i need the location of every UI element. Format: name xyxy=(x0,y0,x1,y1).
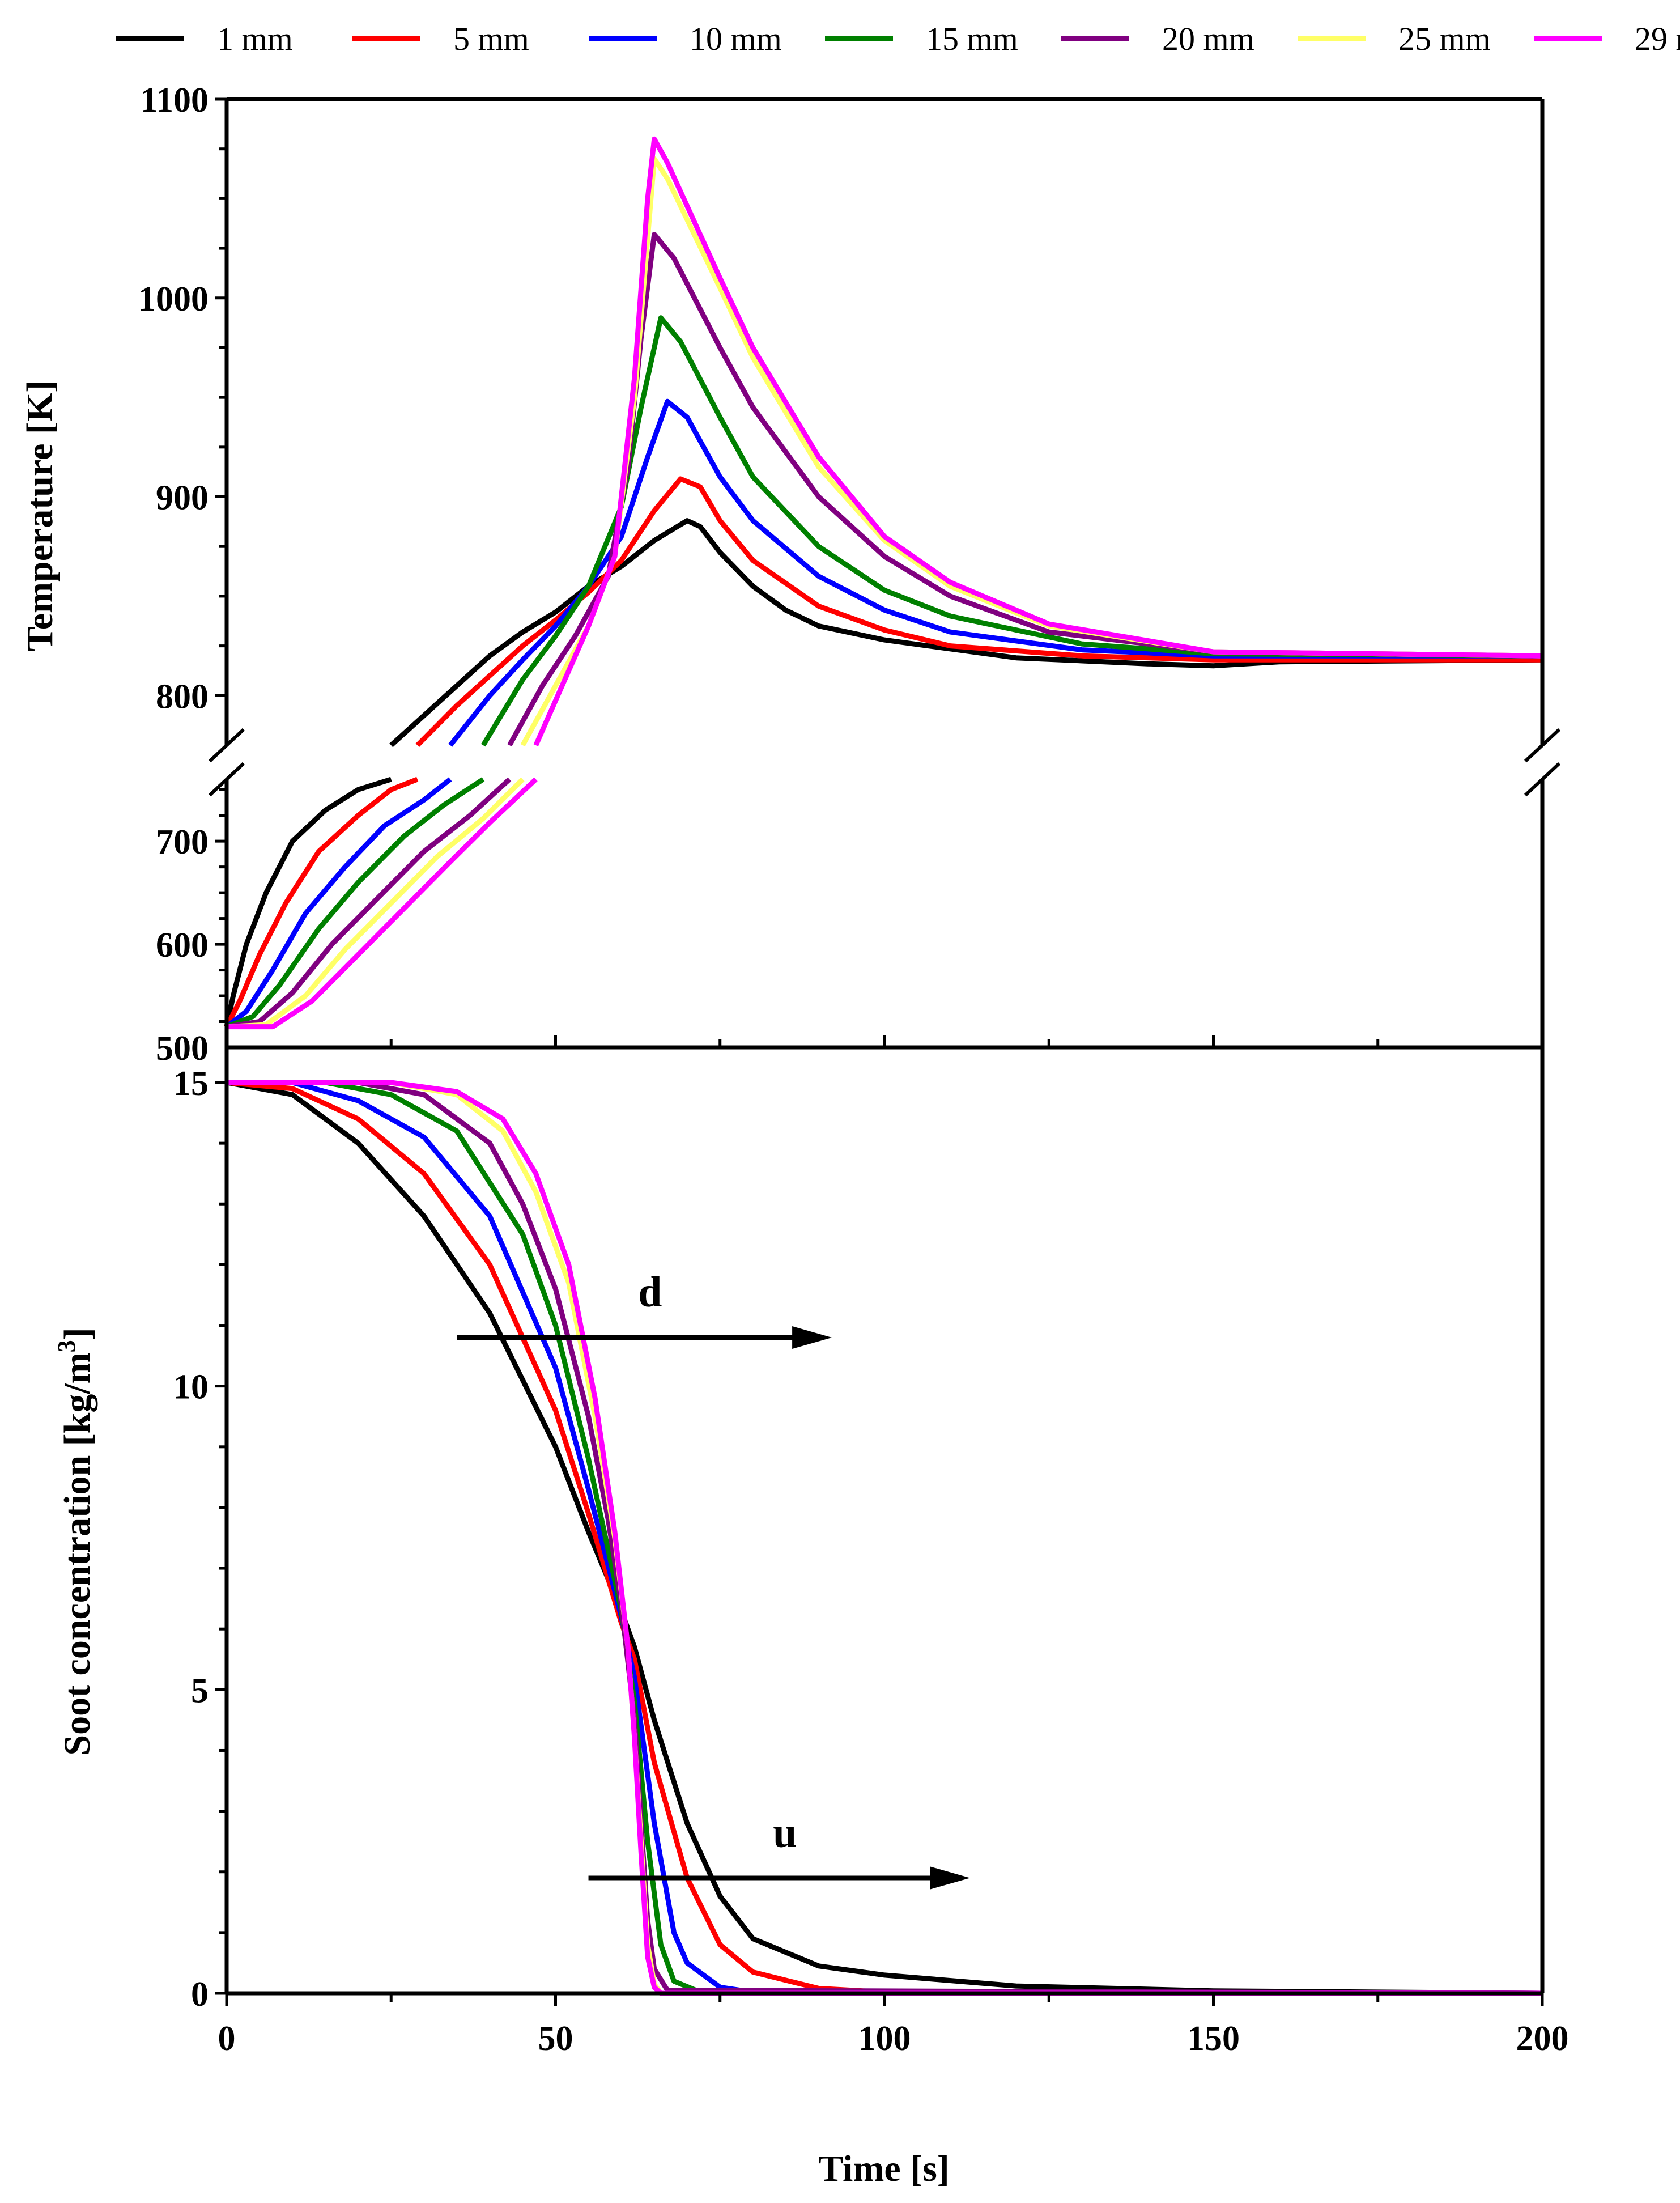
soot-axis-title-superscript: 3 xyxy=(53,1340,80,1352)
temperature-axis-ticks: 800 900 1000 1100 500 600 700 xyxy=(138,81,227,1068)
soot-ytick-label-10: 10 xyxy=(173,1368,209,1407)
axis-break-mark-right-lower xyxy=(1524,762,1561,797)
legend-label-7: 29 mm xyxy=(1635,20,1680,57)
temp-line-15mm-lower xyxy=(226,777,485,1029)
temp-line-20mm-lower xyxy=(226,777,512,1030)
soot-series-lines xyxy=(226,1080,1543,1996)
temp-ytick-label-1100: 1100 xyxy=(140,81,209,120)
xtick-label-150: 150 xyxy=(1187,2019,1240,2058)
temp-ytick-label-1000: 1000 xyxy=(138,280,209,319)
soot-line-15mm xyxy=(227,1080,1543,1996)
temp-line-10mm-lower xyxy=(225,777,452,1029)
soot-axes-frame xyxy=(224,1045,1545,1996)
temp-ytick-label-800: 800 xyxy=(156,677,209,716)
temperature-axes-frame xyxy=(208,97,1561,1047)
soot-annotations: du xyxy=(457,1268,970,1890)
temperature-panel: 800 900 1000 1100 500 600 700 xyxy=(138,81,1561,1068)
xtick-label-200: 200 xyxy=(1516,2019,1569,2058)
legend-label-1: 1 mm xyxy=(217,20,293,57)
axis-break-mark-left-upper xyxy=(208,728,245,763)
xtick-label-0: 0 xyxy=(218,2019,236,2058)
temp-line-25mm-lower xyxy=(226,777,525,1030)
soot-ytick-label-5: 5 xyxy=(191,1671,209,1710)
soot-axis-title: Soot concentration [kg/m3] xyxy=(53,1327,98,1755)
x-axis-title: Time [s] xyxy=(818,2148,950,2189)
soot-ytick-label-15: 15 xyxy=(173,1064,209,1103)
soot-axis-title-suffix: ] xyxy=(57,1327,98,1340)
temp-ytick-label-500: 500 xyxy=(156,1029,209,1068)
temp-line-5mm-lower xyxy=(224,776,419,1028)
temp-line-10mm-upper xyxy=(448,398,1542,747)
temp-line-1mm-lower xyxy=(224,776,392,1028)
x-axis-ticks: 0 50 100 150 200 xyxy=(218,1035,1569,2058)
temp-ytick-label-600: 600 xyxy=(156,926,209,965)
temp-line-20mm-upper xyxy=(507,232,1543,747)
temp-line-29mm-lower xyxy=(227,777,538,1030)
temp-line-29mm-upper xyxy=(533,136,1543,746)
soot-line-29mm xyxy=(227,1080,1542,1996)
soot-line-20mm xyxy=(227,1080,1543,1996)
soot-line-1mm xyxy=(226,1080,1543,1996)
soot-axis-ticks: 0 5 10 15 xyxy=(173,1064,227,2014)
legend-label-4: 15 mm xyxy=(926,20,1018,57)
temp-line-5mm-upper xyxy=(415,476,1542,748)
legend-label-6: 25 mm xyxy=(1398,20,1491,57)
temperature-series-lines xyxy=(224,136,1543,1030)
soot-axis-title-main: Soot concentration [kg/m xyxy=(57,1352,98,1755)
legend-label-5: 20 mm xyxy=(1162,20,1254,57)
arrow-u-head xyxy=(930,1866,970,1890)
axis-break-mark-right-upper xyxy=(1524,728,1561,763)
arrow-label-u: u xyxy=(773,1809,797,1856)
temp-line-15mm-upper xyxy=(480,315,1543,747)
temp-ytick-label-700: 700 xyxy=(156,823,209,861)
legend: 1 mm 5 mm 10 mm 15 mm 20 mm 25 mm 29 mm xyxy=(116,20,1680,57)
temperature-axis-title: Temperature [K] xyxy=(19,380,61,651)
legend-label-3: 10 mm xyxy=(690,20,782,57)
temp-line-1mm-upper xyxy=(389,518,1543,748)
soot-ytick-label-0: 0 xyxy=(191,1975,209,2014)
temp-ytick-label-900: 900 xyxy=(156,479,209,517)
axis-break-mark-left-lower xyxy=(208,762,245,797)
xtick-label-100: 100 xyxy=(858,2019,911,2058)
arrow-label-d: d xyxy=(638,1268,662,1316)
arrow-d-head xyxy=(792,1326,832,1349)
legend-label-2: 5 mm xyxy=(453,20,529,57)
xtick-label-50: 50 xyxy=(538,2019,573,2058)
